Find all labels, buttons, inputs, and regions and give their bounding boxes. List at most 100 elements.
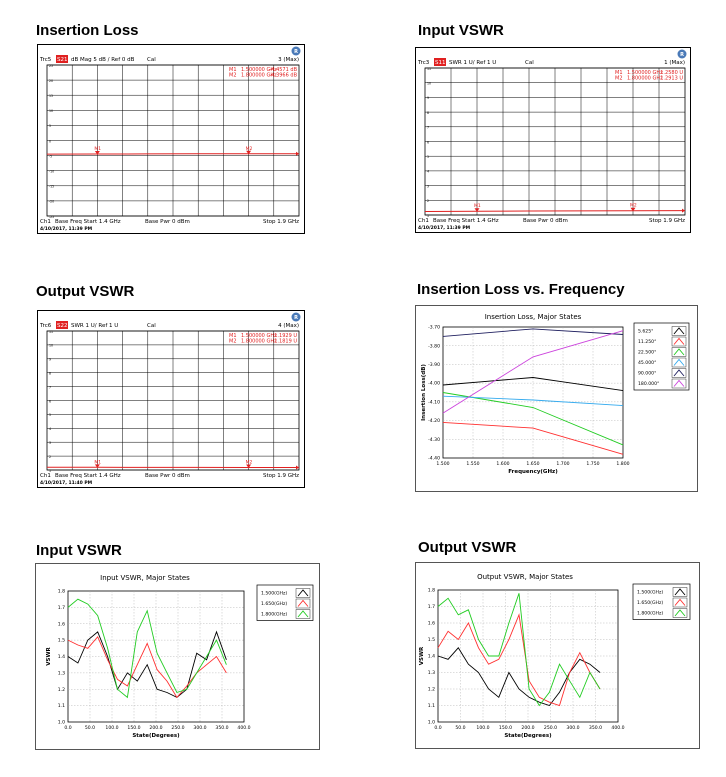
legend-swatch-box: [672, 587, 688, 597]
trace-id: Trc5: [39, 57, 52, 63]
series-line: [437, 613, 601, 707]
legend-swatch-line: [674, 609, 686, 617]
cal-label: Cal: [525, 60, 534, 66]
series-line: [442, 421, 624, 455]
legend-swatch-box: [295, 609, 311, 619]
vna-chart-input-vswr: Trc3 S11 SWR 1 U/ Ref 1 U Cal 1 (Max) R 11 10 9 8…: [415, 47, 691, 233]
x-axis-label: State(Degrees): [504, 733, 552, 739]
y-tick-label: 1.3: [58, 670, 65, 676]
rs-logo-icon: [677, 49, 687, 59]
legend-swatch-line: [674, 598, 686, 606]
marker-readout-name: M1: [615, 70, 623, 76]
legend-swatch-box: [671, 368, 687, 378]
marker-label: M1: [474, 203, 481, 209]
legend-swatch-line: [673, 337, 685, 345]
footer-power: Base Pwr 0 dBm: [145, 219, 190, 225]
y-tick-label: -4.40: [428, 456, 440, 462]
marker-label: M1: [94, 459, 101, 465]
series-line: [442, 328, 624, 337]
marker-triangle: [474, 208, 480, 212]
vna-panel-insertion-loss: Trc5 S21 dB Mag 5 dB / Ref 0 dB Cal 3 (Max) R…: [37, 44, 305, 239]
rs-logo-text: R: [294, 49, 298, 55]
legend-label: 45.000°: [638, 360, 656, 366]
series-line: [67, 635, 227, 699]
y-tick-label: 1: [427, 214, 429, 218]
marker-triangle: [246, 464, 252, 468]
marker-readout-value: -4.3966 dB: [270, 73, 298, 79]
y-tick-label: 1.3: [428, 670, 435, 676]
series-line: [442, 395, 624, 407]
legend-swatch-box: [295, 588, 311, 598]
trace-tag-badge: [434, 58, 446, 66]
trace-tag: S11: [435, 60, 446, 66]
series-line: [442, 330, 624, 414]
insertion-loss-heading: Insertion Loss: [36, 22, 139, 39]
y-tick-label: -4.10: [428, 399, 440, 405]
y-tick-label: 1.1: [58, 703, 65, 709]
marker-readout-freq: 1.800000 GHz: [241, 339, 277, 345]
marker-readout-freq: 1.800000 GHz: [241, 73, 277, 79]
cal-label: Cal: [147, 57, 156, 63]
y-tick-label: -25: [49, 215, 54, 219]
marker-label: M2: [246, 459, 253, 465]
footer-date: 4/10/2017, 11:40 PM: [40, 480, 93, 486]
x-tick-label: 1.750: [586, 461, 599, 467]
marker-triangle: [246, 150, 252, 155]
y-tick-label: 25: [49, 64, 53, 68]
y-tick-label: 5: [427, 155, 429, 159]
marker-readout-name: M1: [229, 333, 237, 339]
y-tick-label: -20: [49, 200, 54, 204]
marker-label: M2: [246, 146, 253, 152]
trace-ref-arrow: [682, 208, 685, 213]
y-tick-label: 2: [427, 199, 429, 203]
marker-label: M1: [94, 146, 101, 152]
footer-date: 4/10/2017, 11:39 PM: [418, 225, 471, 231]
marker-readout-value: -4.4571 dB: [270, 67, 298, 73]
input-vswr-states-panel: Input VSWR, Major States 0.0 50.0 100.0 150.…: [35, 563, 320, 755]
y-tick-label: 1.4: [428, 654, 435, 660]
marker-readout-name: M2: [229, 73, 237, 79]
legend-swatch-box: [671, 326, 687, 336]
x-tick-label: 1.700: [556, 461, 569, 467]
trace-tag: S21: [57, 57, 68, 63]
output-vswr-states-heading: Output VSWR: [418, 539, 517, 556]
chart-title: Input VSWR, Major States: [100, 574, 190, 582]
y-tick-label: -4.20: [428, 418, 440, 424]
x-tick-label: 100.0: [476, 725, 489, 731]
y-tick-label: 9: [49, 358, 51, 362]
trace-tag: S22: [57, 323, 68, 329]
legend-swatch-box: [295, 598, 311, 609]
cal-label: Cal: [147, 323, 156, 329]
x-tick-label: 350.0: [589, 725, 602, 731]
footer-start: Base Freq Start 1.4 GHz: [55, 473, 121, 479]
y-tick-label: 10: [49, 344, 53, 348]
output-vswr-states-chart: Output VSWR, Major States 0.0 50.0 100.0 150…: [415, 562, 700, 749]
legend-swatch-line: [297, 589, 309, 597]
trace-format: SWR 1 U/ Ref 1 U: [71, 323, 118, 329]
legend-swatch-line: [674, 588, 686, 596]
trace-ref-arrow: [296, 151, 299, 156]
x-tick-label: 1.650: [526, 461, 539, 467]
y-tick-label: 5: [49, 124, 51, 128]
footer-date: 4/10/2017, 11:39 PM: [40, 226, 93, 232]
y-axis-label: VSWR: [46, 646, 52, 665]
marker-readout-value: 1.1819 U: [274, 339, 297, 345]
footer-channel: Ch1: [418, 218, 429, 224]
y-tick-label: 1.2: [428, 687, 435, 693]
y-tick-label: 1.7: [58, 605, 65, 611]
il-vs-freq-chart: Insertion Loss, Major States 1.500 1.550 1.…: [415, 305, 698, 492]
y-tick-label: 8: [49, 372, 51, 376]
input-vswr-heading: Input VSWR: [418, 22, 504, 39]
x-tick-label: 250.0: [171, 725, 184, 731]
channel-flag: 1 (Max): [664, 60, 685, 66]
footer-stop: Stop 1.9 GHz: [263, 219, 299, 225]
x-tick-label: 1.550: [466, 461, 479, 467]
y-tick-label: 11: [49, 330, 53, 334]
y-tick-label: 1: [49, 469, 51, 473]
footer-start: Base Freq Start 1.4 GHz: [55, 219, 121, 225]
footer-stop: Stop 1.9 GHz: [649, 218, 685, 224]
y-tick-label: 6: [427, 140, 429, 144]
marker-readout-freq: 1.500000 GHz: [241, 333, 277, 339]
y-tick-label: 15: [49, 94, 53, 98]
x-axis-label: Frequency(GHz): [508, 469, 558, 475]
